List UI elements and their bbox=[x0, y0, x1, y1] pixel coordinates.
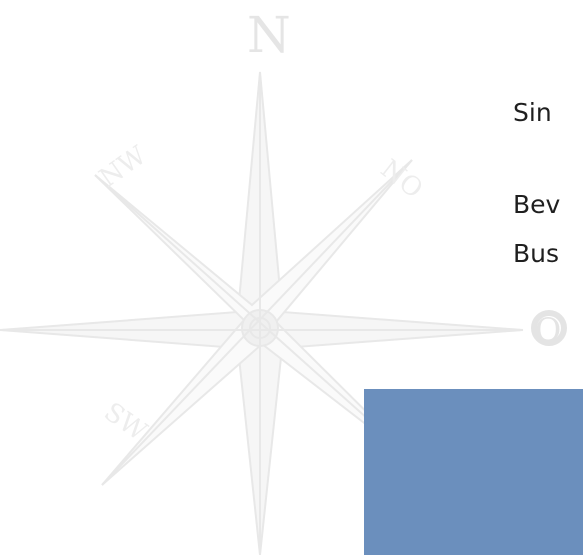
compass-east-ornament: O bbox=[535, 311, 561, 349]
content-line-2: Bev bbox=[513, 190, 561, 219]
compass-label-ne: NO bbox=[375, 154, 428, 205]
compass-east-ornament-circle bbox=[531, 310, 567, 346]
blue-panel bbox=[364, 389, 583, 555]
content-line-1: Sin bbox=[513, 98, 552, 127]
compass-north-letter: N bbox=[247, 6, 291, 64]
content-line-3: Bus bbox=[513, 239, 560, 268]
compass-ray-ne bbox=[101, 159, 413, 486]
compass-label-nw: NW bbox=[94, 140, 152, 193]
